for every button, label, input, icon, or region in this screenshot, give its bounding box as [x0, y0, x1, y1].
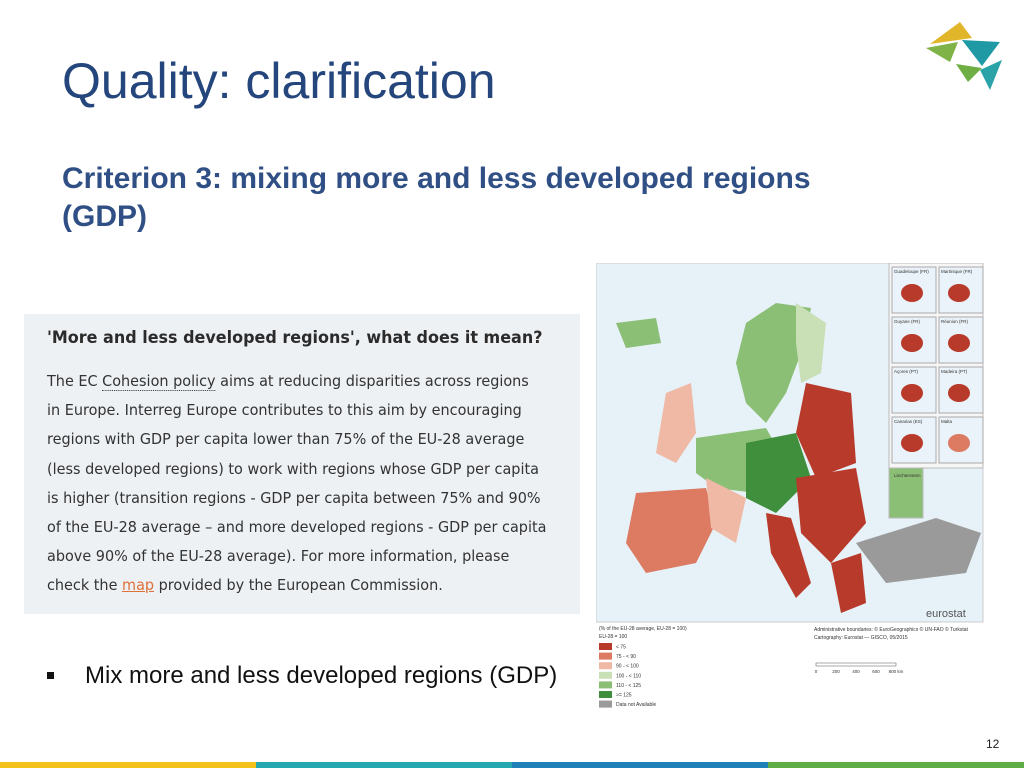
legend-label: < 75: [616, 645, 626, 651]
text-line: of the EU-28 average – and more develope…: [47, 518, 546, 536]
text-span: check the: [47, 576, 123, 595]
legend-label: 75 - < 90: [616, 654, 636, 660]
map-brand: eurostat: [926, 608, 966, 620]
text-span: (less developed regions) to work with re…: [47, 459, 539, 478]
page-number: 12: [986, 737, 1000, 751]
inset-region: [901, 384, 923, 402]
text-line: in Europe. Interreg Europe contributes t…: [47, 401, 522, 419]
inset-label: Açores (PT): [894, 369, 919, 374]
text-span: provided by the European Commission.: [154, 576, 443, 595]
inset-label: Réunion (FR): [941, 319, 969, 324]
legend-title: (% of the EU-28 average, EU-28 = 100): [599, 626, 687, 632]
stripe: [768, 762, 1024, 768]
inset-frame: [938, 416, 984, 464]
legend-swatch: [599, 643, 612, 650]
inset-label: Guadeloupe (FR): [894, 269, 929, 274]
legend-swatch: [599, 652, 612, 660]
link[interactable]: map: [122, 576, 155, 595]
map: Guadeloupe (FR) Martinique (FR) Guyane (FR…: [596, 263, 984, 708]
inset-region: [948, 384, 970, 402]
text-line: (less developed regions) to work with re…: [47, 460, 539, 478]
logo: [926, 22, 1002, 90]
inset-region: [948, 334, 970, 352]
inset-label: Malta: [941, 419, 953, 424]
legend-title: EU-28 = 100: [599, 634, 627, 640]
scale-label: 800 km: [889, 669, 904, 674]
inset-region: [948, 284, 970, 302]
legend-swatch: [599, 671, 612, 679]
scale-label: 0: [815, 669, 818, 674]
inset-region: [901, 334, 923, 352]
inset-label: Guyane (FR): [894, 319, 921, 324]
text-box: 'More and less developed regions', what …: [24, 314, 580, 614]
text-span: above 90% of the EU-28 average). For mor…: [47, 547, 510, 566]
text-span: is higher (transition regions - GDP per …: [47, 488, 541, 507]
bullet-text: Mix more and less developed regions (GDP…: [85, 662, 558, 689]
text-span: Cohesion policy: [102, 372, 216, 391]
scale-bar: [815, 662, 897, 667]
inset-label: Liechtenstein: [894, 473, 921, 478]
text-span: aims at reducing disparities across regi…: [215, 372, 529, 390]
inset-label: Canarias (ES): [894, 419, 923, 424]
legend-label: 100 - < 110: [616, 673, 641, 679]
text-line: regions with GDP per capita lower than 7…: [47, 430, 524, 448]
text-span: in Europe. Interreg Europe contributes t…: [47, 401, 522, 420]
stripe: [512, 762, 768, 768]
text-line: check the map provided by the European C…: [47, 576, 443, 594]
subtitle: Criterion 3: mixing more and less develo…: [62, 162, 811, 195]
legend-swatch: [599, 662, 612, 670]
legend-label: 110 - < 125: [616, 683, 641, 689]
slide-title: Quality: clarification: [62, 53, 496, 109]
text-span: regions with GDP per capita lower than 7…: [47, 430, 525, 449]
text-line: above 90% of the EU-28 average). For mor…: [47, 547, 509, 565]
inset-region: [948, 434, 970, 452]
scale-label: 600: [872, 669, 880, 674]
inset-frame: [891, 316, 937, 364]
legend-label: Data not Available: [616, 702, 656, 708]
inset-region: [901, 434, 923, 452]
bullet-marker: [47, 672, 54, 679]
text-line: The EC Cohesion policy aims at reducing …: [47, 372, 529, 391]
text-span: The EC: [47, 372, 103, 390]
legend-swatch: [599, 691, 612, 698]
inset-region: [901, 284, 923, 302]
legend-swatch: [599, 681, 612, 689]
text-span: of the EU-28 average – and more develope…: [47, 518, 547, 536]
inset-label: Martinique (FR): [941, 269, 973, 274]
map-credit: Administrative boundaries: © EuroGeograp…: [814, 626, 969, 633]
scale-label: 400: [852, 669, 860, 674]
text-line: is higher (transition regions - GDP per …: [47, 489, 541, 507]
stripe: [0, 762, 256, 768]
stripe: [256, 762, 512, 768]
box-heading: 'More and less developed regions', what …: [47, 328, 543, 348]
legend-label: >= 125: [616, 693, 632, 699]
inset-label: Madeira (PT): [941, 369, 968, 374]
subtitle: (GDP): [62, 200, 147, 233]
legend-label: 90 - < 100: [616, 664, 639, 670]
map-credit: Cartography: Eurostat — GISCO, 05/2015: [814, 635, 908, 641]
scale-label: 200: [832, 669, 840, 674]
legend-swatch: [599, 700, 612, 708]
